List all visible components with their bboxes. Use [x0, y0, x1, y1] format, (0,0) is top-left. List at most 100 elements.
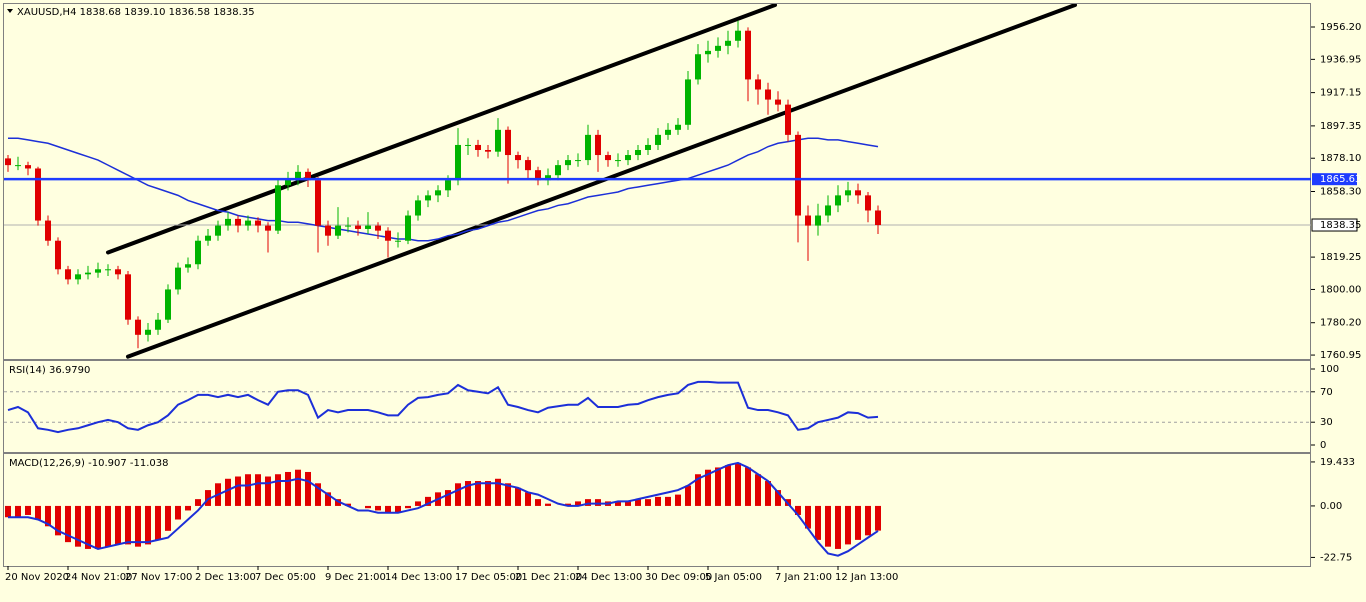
x-tick-label: 14 Dec 13:00 [385, 572, 452, 583]
candle-body [535, 170, 541, 181]
macd-bar [125, 505, 131, 545]
macd-bar [545, 503, 551, 506]
candle-body [875, 210, 881, 226]
x-tick-label: 27 Nov 17:00 [125, 572, 192, 583]
macd-bar [185, 505, 191, 511]
macd-bar [395, 505, 401, 513]
macd-bar [655, 496, 661, 506]
candle-body [245, 220, 251, 226]
plot [5, 461, 881, 557]
main-panel [3, 3, 1311, 360]
candle-body [275, 185, 281, 231]
macd-bar [25, 505, 31, 515]
macd-bar [705, 469, 711, 506]
menu-arrow[interactable] [7, 9, 13, 13]
macd-bar [845, 505, 851, 545]
macd-bar [425, 496, 431, 506]
candle-body [355, 225, 361, 229]
candle-body [555, 165, 561, 176]
macd-bar [725, 465, 731, 506]
price-label: 1838.35 [1320, 220, 1361, 231]
y-tick-label: 1936.95 [1320, 54, 1361, 65]
macd-bar [645, 499, 651, 506]
candle-body [605, 155, 611, 161]
candle-body [745, 30, 751, 80]
x-tick-label: 30 Dec 09:00 [645, 572, 712, 583]
candle-body [435, 190, 441, 196]
macd-bar [535, 499, 541, 506]
macd-bar [745, 467, 751, 506]
macd-bar [135, 505, 141, 547]
macd-bar [5, 505, 11, 518]
macd-bar [165, 505, 171, 531]
candle-body [375, 225, 381, 231]
macd-bar [805, 505, 811, 529]
candle-body [835, 195, 841, 206]
x-tick-label: 12 Jan 13:00 [835, 572, 898, 583]
candle-body [445, 180, 451, 191]
candle-body [485, 149, 491, 152]
macd-bar [15, 505, 21, 518]
candle-body [595, 134, 601, 156]
y-tick-label: 1780.20 [1320, 318, 1361, 329]
candle-body [175, 267, 181, 290]
candle-body [705, 50, 711, 55]
x-tick-label: 24 Dec 13:00 [575, 572, 642, 583]
candle-body [775, 99, 781, 105]
x-tick-label: 24 Nov 21:00 [65, 572, 132, 583]
macd-bar [665, 496, 671, 506]
macd-bar [325, 492, 331, 506]
candle-body [515, 155, 521, 161]
candle-body [55, 240, 61, 270]
macd-bar [415, 501, 421, 506]
macd-bar [235, 476, 241, 506]
macd-bar [525, 492, 531, 506]
plot [4, 380, 1311, 434]
macd-bar [245, 474, 251, 506]
macd-bar [795, 505, 801, 515]
macd-bar [295, 469, 301, 506]
x-tick-label: 9 Dec 21:00 [325, 572, 386, 583]
candle-body [635, 149, 641, 156]
candle-body [85, 272, 91, 275]
candle-body [25, 165, 31, 169]
macd-bar [815, 505, 821, 540]
y-tick-label: 1878.10 [1320, 153, 1361, 164]
macd-bar [205, 490, 211, 506]
macd-bar [825, 505, 831, 547]
macd-bar [515, 487, 521, 506]
y-tick-label: 1897.35 [1320, 121, 1361, 132]
candle-body [385, 230, 391, 241]
candle-body [825, 205, 831, 216]
macd-bar [755, 474, 761, 506]
macd-bar [445, 490, 451, 506]
candle-body [615, 160, 621, 162]
y-tick-label: 1819.25 [1320, 252, 1361, 263]
macd-bar [265, 476, 271, 506]
macd-bar [565, 503, 571, 506]
macd-bar [375, 505, 381, 511]
candle-body [645, 144, 651, 150]
x-tick-label: 7 Dec 05:00 [255, 572, 316, 583]
candle-body [265, 225, 271, 231]
macd-bar [715, 467, 721, 506]
candle-body [575, 160, 581, 162]
macd-bar [345, 503, 351, 506]
macd-bar [635, 499, 641, 506]
y-tick-label: 1760.95 [1320, 350, 1361, 361]
candle-body [345, 225, 351, 227]
candle-body [325, 225, 331, 236]
candle-body [585, 134, 591, 161]
candle-body [425, 195, 431, 201]
level-label: 1865.63 [1320, 174, 1361, 185]
y-tick-label: 70 [1320, 387, 1333, 398]
candle-body [5, 158, 11, 166]
macd-bar [145, 505, 151, 545]
candle-body [715, 45, 721, 51]
candle-body [655, 134, 661, 145]
x-tick-label: 21 Dec 21:00 [515, 572, 582, 583]
macd-bar [195, 499, 201, 506]
candle-body [155, 319, 161, 330]
macd-bar [595, 499, 601, 506]
